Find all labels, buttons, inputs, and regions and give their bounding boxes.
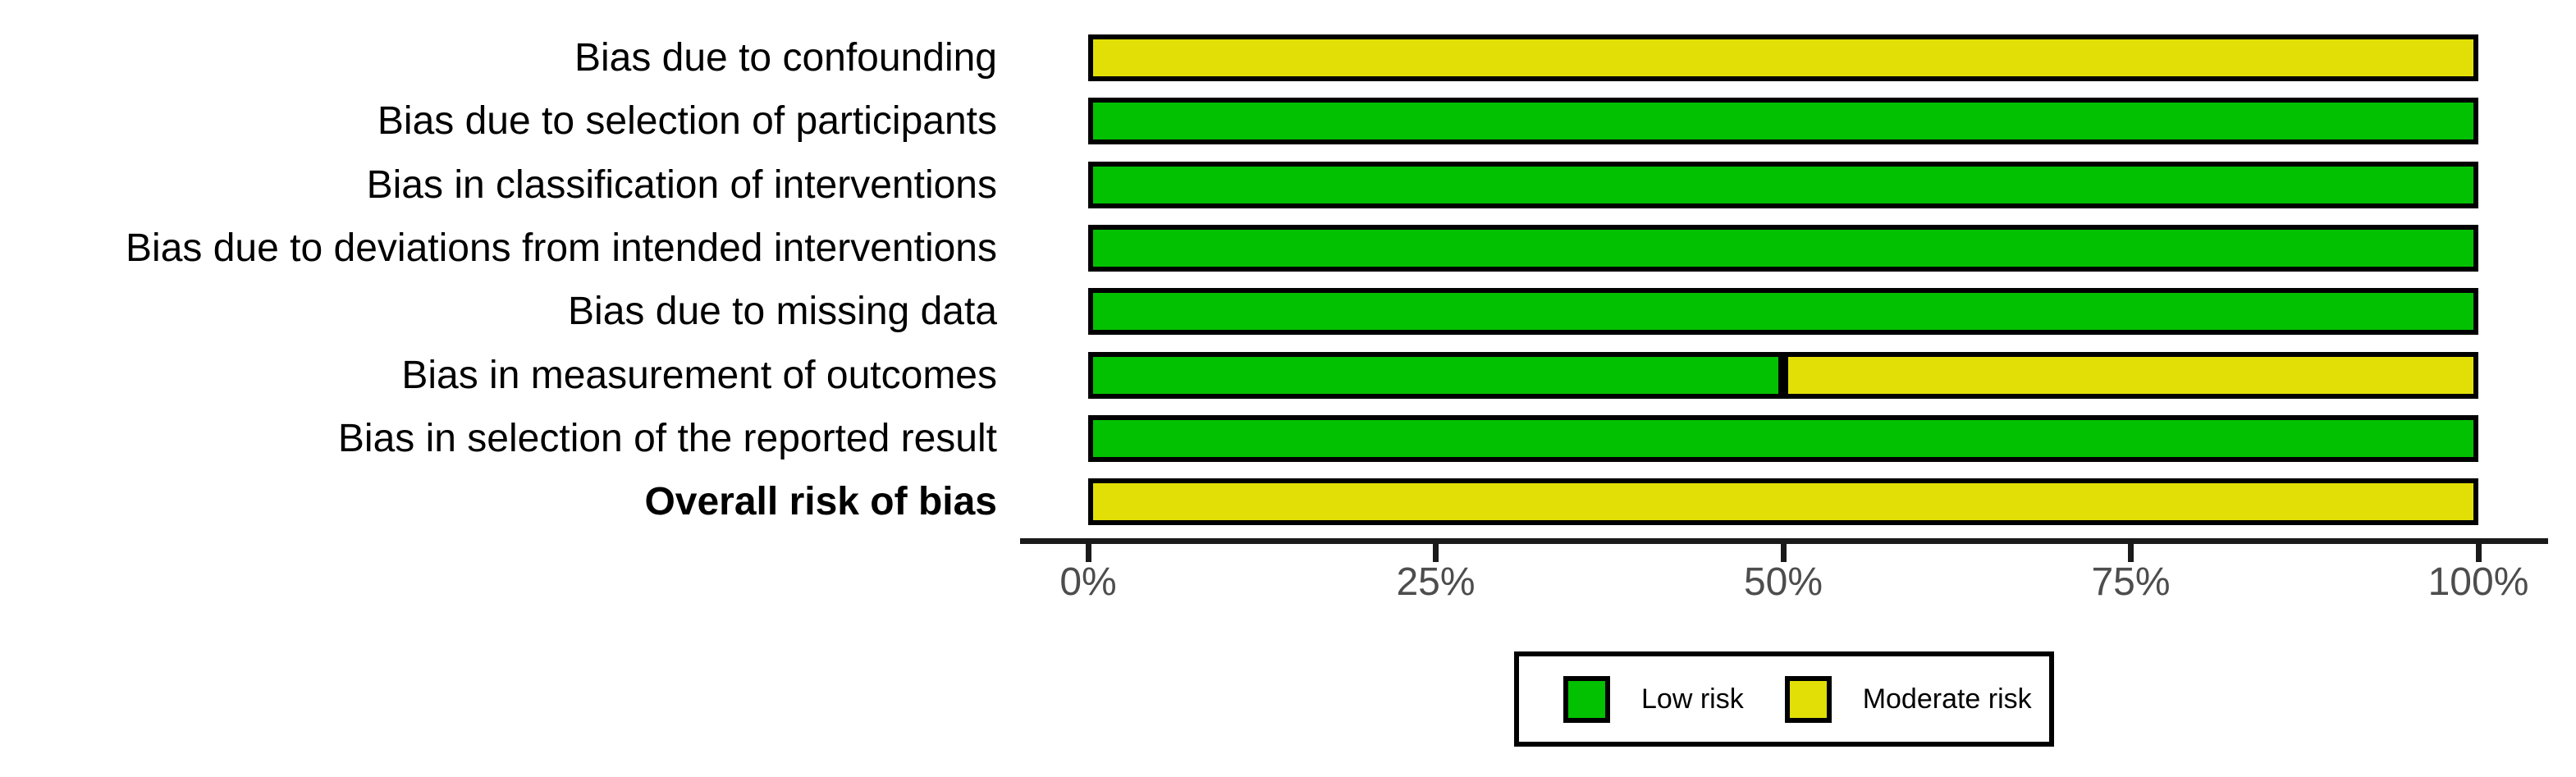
low-risk-swatch <box>1563 675 1610 723</box>
bar-segment-low-risk <box>1088 161 2478 208</box>
x-axis-tick-label: 50% <box>1743 560 1823 604</box>
bar-segment-low-risk <box>1088 414 2478 462</box>
bar-segment-moderate-risk <box>1088 34 2478 81</box>
x-axis-tick-label: 25% <box>1396 560 1476 604</box>
x-axis-tick-label: 0% <box>1059 560 1117 604</box>
x-axis-tick <box>1780 544 1787 562</box>
bar-row <box>1088 224 2478 272</box>
x-axis-tick <box>1085 544 1091 562</box>
category-label: Bias in classification of interventions <box>366 162 997 207</box>
bar-row <box>1088 98 2478 145</box>
bar-segment-low-risk <box>1088 98 2478 145</box>
x-axis-tick <box>2475 544 2482 562</box>
category-label: Bias due to deviations from intended int… <box>126 226 997 270</box>
bar-row <box>1088 288 2478 336</box>
category-label: Bias due to missing data <box>568 290 997 334</box>
legend-item-moderate-risk: Moderate risk <box>1784 675 2032 723</box>
category-label: Bias due to selection of participants <box>377 99 997 144</box>
bar-segment-moderate-risk <box>1088 478 2478 526</box>
legend-box: Low risk Moderate risk <box>1514 651 2054 747</box>
category-label: Bias in selection of the reported result <box>337 416 997 460</box>
moderate-risk-swatch <box>1784 675 1832 723</box>
category-label: Overall risk of bias <box>644 480 997 524</box>
x-axis-tick-label: 75% <box>2091 560 2171 604</box>
bar-row <box>1088 478 2478 526</box>
bar-row <box>1088 414 2478 462</box>
legend-label-low-risk: Low risk <box>1641 683 1744 715</box>
bar-segment-low-risk <box>1088 224 2478 272</box>
bar-row <box>1088 34 2478 81</box>
bar-row <box>1088 161 2478 208</box>
bar-segment-low-risk <box>1088 288 2478 336</box>
category-label: Bias in measurement of outcomes <box>401 353 997 397</box>
bar-row <box>1088 351 2478 399</box>
x-axis-tick-label: 100% <box>2427 560 2529 604</box>
legend-item-low-risk: Low risk <box>1563 675 1744 723</box>
x-axis-tick <box>1433 544 1439 562</box>
legend-label-moderate-risk: Moderate risk <box>1862 683 2032 715</box>
bar-segment-moderate-risk <box>1783 351 2478 399</box>
x-axis-tick <box>2128 544 2134 562</box>
bar-segment-low-risk <box>1088 351 1783 399</box>
category-label: Bias due to confounding <box>574 36 997 80</box>
x-axis-line <box>1020 538 2548 544</box>
